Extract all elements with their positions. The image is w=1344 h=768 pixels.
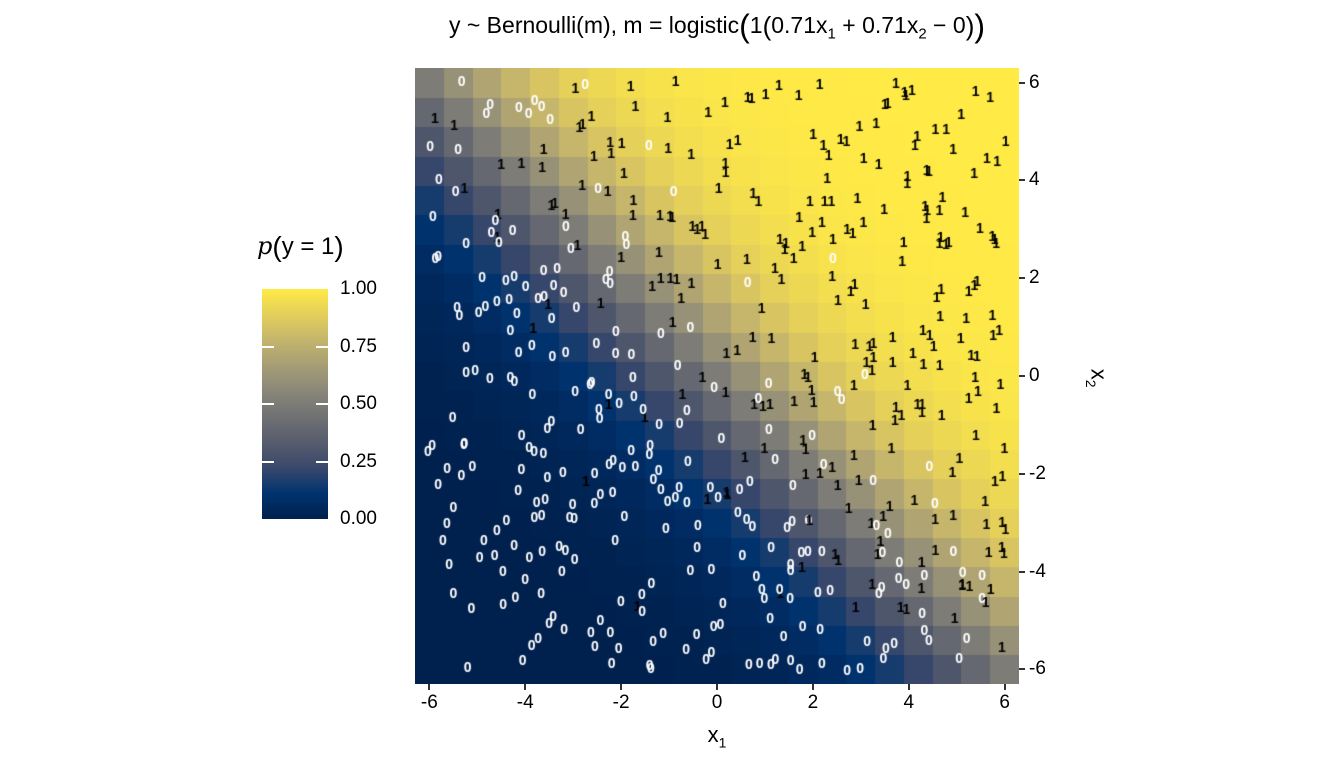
chart-title: y ~ Bernoulli(m), m = logistic(1(0.71x1 …: [315, 10, 1119, 43]
y-tick-label: 2: [1029, 267, 1040, 289]
y-tick-mark: [1019, 472, 1025, 475]
x-tick-label: 6: [999, 692, 1010, 713]
y-tick-label: 4: [1029, 169, 1040, 191]
y-tick-mark: [1019, 179, 1025, 182]
x-axis-title-base: x: [707, 722, 719, 747]
title-plus-operator: +: [835, 12, 863, 38]
legend-title-body: y = 1: [281, 233, 335, 260]
y-axis-title: x2: [1083, 369, 1111, 388]
y-tick-label: -6: [1029, 658, 1046, 680]
title-term1: 0.71x: [771, 12, 828, 38]
title-term1-subscript: 1: [827, 25, 836, 43]
legend-tick-label: 0.25: [340, 450, 377, 472]
legend-tick-mark: [262, 345, 274, 348]
heatmap-plot: [415, 68, 1019, 684]
y-axis-title-base: x: [1086, 368, 1112, 380]
x-tick-label: -6: [420, 692, 438, 713]
y-tick-mark: [1019, 375, 1025, 377]
legend-tick-label: 1.00: [340, 278, 377, 299]
title-prefix: y ~ Bernoulli(m), m = logistic: [448, 12, 740, 38]
legend-title-close-paren: ): [334, 231, 344, 262]
x-tick-mark: [428, 684, 431, 690]
y-axis-title-subscript: 2: [1083, 379, 1100, 388]
title-inner-open-paren: (: [762, 11, 772, 41]
x-tick-label: 0: [711, 692, 723, 713]
x-tick-mark: [524, 684, 527, 690]
y-tick-mark: [1019, 570, 1025, 573]
y-tick-mark: [1019, 81, 1025, 84]
x-tick-mark: [620, 684, 623, 690]
y-tick-label: -4: [1029, 560, 1046, 582]
title-outer-open-paren: (: [739, 8, 750, 44]
x-tick-label: 2: [807, 692, 819, 713]
title-outer-close-paren: ): [974, 8, 986, 44]
legend-tick-label: 0.50: [340, 393, 377, 414]
legend-tick-mark: [262, 403, 274, 405]
legend-tick-mark: [316, 403, 328, 405]
x-tick-mark: [907, 684, 910, 690]
legend-tick-label: 0.75: [340, 335, 377, 357]
legend-tick-label: 0.00: [340, 508, 377, 529]
title-bias: 0: [952, 12, 966, 38]
legend-title-open-paren: (: [272, 231, 282, 262]
x-tick-label: 4: [903, 692, 915, 713]
y-tick-mark: [1019, 668, 1025, 671]
x-axis-title-subscript: 1: [718, 734, 727, 751]
y-tick-mark: [1019, 277, 1025, 280]
legend-tick-mark: [316, 460, 328, 463]
legend-title-p: p: [257, 232, 273, 260]
x-tick-mark: [811, 684, 814, 690]
x-tick-label: -4: [516, 692, 534, 713]
x-tick-mark: [716, 684, 718, 690]
title-inner-close-paren: ): [965, 11, 975, 41]
legend-title: p(y = 1): [257, 232, 344, 261]
legend-tick-mark: [316, 345, 328, 348]
legend-tick-mark: [262, 460, 274, 463]
y-tick-label: 6: [1029, 71, 1040, 93]
x-tick-label: -2: [612, 692, 630, 713]
y-tick-label: -2: [1029, 462, 1046, 484]
y-tick-label: 0: [1029, 365, 1040, 386]
title-minus-operator: −: [926, 12, 953, 38]
title-gain: 1: [749, 12, 763, 38]
title-term2-subscript: 2: [918, 25, 927, 43]
x-tick-mark: [1003, 684, 1006, 690]
title-term2: 0.71x: [862, 12, 919, 38]
x-axis-title: x1: [695, 722, 739, 750]
